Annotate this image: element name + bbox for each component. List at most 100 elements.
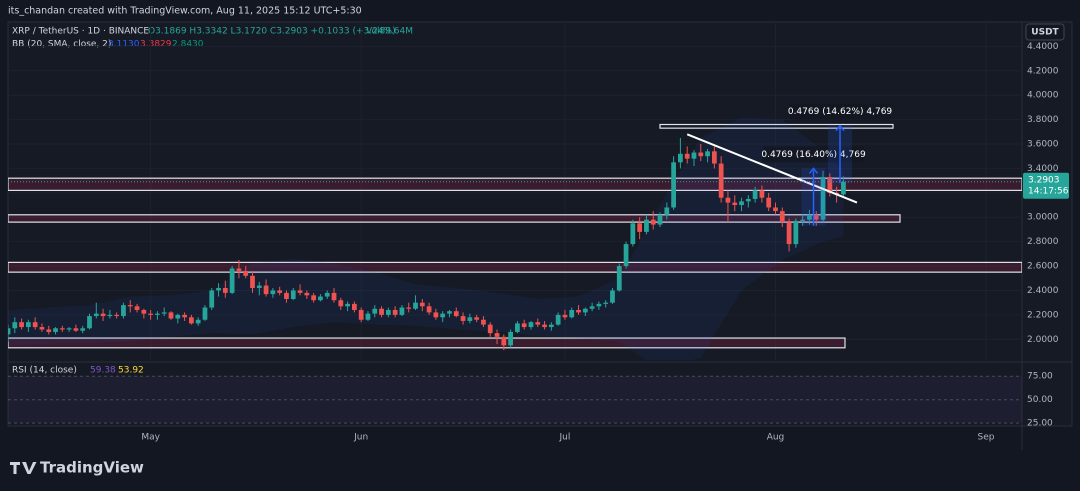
candle-body (711, 151, 717, 164)
candle-body (827, 176, 833, 193)
candle-body (352, 303, 357, 310)
candle-body (338, 300, 344, 307)
symbol: XRP / TetherUS · 1D · BINANCE (12, 27, 149, 37)
y-tick-label: 2.8000 (1027, 237, 1059, 247)
candle-body (528, 322, 534, 328)
candle-body (603, 302, 609, 304)
candle-body (779, 211, 785, 223)
candle-body (127, 305, 133, 307)
rsi-tick-label: 75.00 (1027, 372, 1053, 382)
candle-body (759, 190, 765, 198)
last-price-tag (1023, 172, 1069, 199)
currency[interactable]: USDT (1031, 28, 1059, 38)
candle-body (168, 312, 174, 319)
candle-body (481, 319, 486, 325)
candle-body (515, 323, 520, 332)
last-price-label: 3.2903 (1028, 175, 1060, 185)
candle-body (155, 313, 160, 315)
candle-body (87, 316, 92, 329)
rsi-pane (8, 375, 1022, 424)
candle-body (148, 313, 154, 315)
candle-body (392, 309, 398, 315)
measure-label-bg (789, 103, 892, 120)
x-tick-label: Jun (353, 433, 368, 443)
candle-body (426, 306, 432, 313)
candle-body (671, 162, 676, 208)
rsi-value: 59.38 (90, 366, 116, 376)
y-tick-label: 3.6000 (1027, 140, 1059, 150)
candle-body (705, 151, 710, 157)
price-pane: 0.4769 (16.40%) 4,769 0.4769 (14.62%) 4,7… (8, 22, 1022, 360)
countdown: 14:17:56 (1028, 186, 1069, 196)
candle-body (107, 314, 113, 317)
candle-body (616, 266, 622, 291)
candle-body (813, 214, 819, 220)
plot-frame (7, 21, 1073, 427)
candle-body (12, 322, 18, 329)
candle-body (501, 336, 507, 346)
candle-body (637, 223, 643, 232)
candle-body (53, 328, 58, 332)
brand-name: TradingView (40, 459, 144, 477)
candle-body (698, 152, 704, 157)
candle-body (202, 307, 208, 320)
candle-body (304, 292, 310, 296)
candle-body (419, 302, 425, 307)
bb-name: BB (20, SMA, close, 2) (12, 40, 111, 50)
candle-body (569, 309, 575, 318)
candle-body (209, 290, 215, 308)
candle-body (766, 197, 772, 208)
rsi-tick-label: 50.00 (1027, 395, 1053, 405)
candle-body (725, 197, 731, 203)
candle-body (372, 308, 378, 314)
candle-body (399, 307, 405, 315)
currency-button[interactable] (1025, 23, 1065, 41)
candle-body (46, 329, 52, 332)
candle-body (19, 322, 24, 328)
candle-body (216, 288, 221, 291)
zone (8, 214, 901, 223)
candle-body (745, 198, 751, 202)
volume: Vol89.64M (366, 27, 413, 37)
measure-label: 0.4769 (14.62%) 4,769 (788, 107, 893, 117)
candle-body (250, 275, 255, 289)
candle-body (521, 323, 527, 328)
y-tick-label: 3.0000 (1027, 213, 1059, 223)
candle-body (555, 314, 561, 325)
rsi-tick-label: 25.00 (1027, 419, 1053, 429)
bb-lower-value: 2.8430 (172, 40, 204, 50)
candle-body (786, 222, 792, 245)
rsi-band (8, 376, 1022, 424)
rsi-ma-value: 53.92 (118, 366, 144, 376)
candle-body (39, 327, 45, 330)
candle-body (100, 313, 106, 317)
candle-body (134, 306, 140, 310)
candle-body (807, 214, 812, 220)
rsi-name: RSI (14, close) (12, 366, 77, 376)
candle-body (684, 153, 690, 159)
bb-upper-value: 3.3829 (140, 40, 172, 50)
candle-body (467, 317, 473, 321)
candle-body (718, 163, 724, 198)
candle-body (800, 219, 806, 221)
candle-body (623, 244, 629, 267)
y-tick-label: 2.0000 (1027, 335, 1059, 345)
candle-body (263, 285, 269, 295)
candle-body (222, 288, 228, 293)
brand-logo (10, 462, 37, 474)
candle-body (358, 309, 364, 320)
x-tick-label: Aug (767, 433, 785, 443)
candle-body (548, 324, 554, 328)
candle-body (195, 319, 201, 324)
candle-body (773, 207, 778, 212)
candle-body (318, 296, 323, 301)
candle-body (589, 306, 595, 309)
candle-body (447, 311, 452, 314)
candle-body (80, 328, 86, 331)
x-tick-label: Sep (978, 433, 995, 443)
candle-body (691, 152, 697, 159)
candle-body (290, 290, 296, 299)
zone (8, 261, 1022, 273)
y-tick-label: 4.4000 (1027, 42, 1059, 52)
